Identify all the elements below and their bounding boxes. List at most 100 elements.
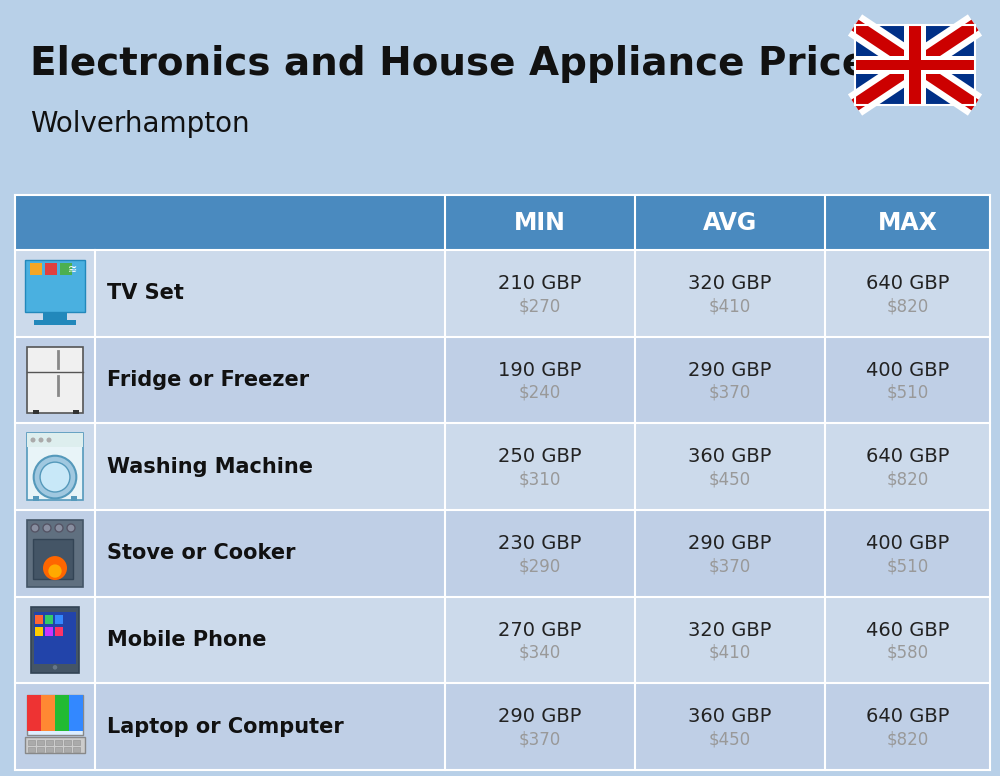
Bar (55, 747, 62, 752)
Text: $450: $450 (709, 471, 751, 489)
Bar (15, 195, 990, 250)
Bar (55, 627, 63, 636)
Bar (55, 740, 62, 745)
Text: MIN: MIN (514, 210, 566, 234)
Text: 230 GBP: 230 GBP (498, 534, 582, 553)
Text: 360 GBP: 360 GBP (688, 707, 772, 726)
Circle shape (43, 524, 51, 532)
Text: 210 GBP: 210 GBP (498, 274, 582, 293)
Bar (25, 736, 85, 753)
Circle shape (30, 438, 36, 442)
Text: AVG: AVG (703, 210, 757, 234)
Bar (34, 320, 76, 325)
Text: 270 GBP: 270 GBP (498, 621, 582, 639)
Bar (15, 684, 990, 770)
Bar (27, 433, 83, 500)
Circle shape (55, 524, 63, 532)
Text: $410: $410 (709, 297, 751, 315)
Bar (35, 627, 43, 636)
Text: Mobile Phone: Mobile Phone (107, 630, 266, 650)
Bar (45, 263, 57, 275)
Bar (64, 740, 71, 745)
Text: $340: $340 (519, 644, 561, 662)
Bar (27, 695, 41, 731)
Bar (35, 615, 43, 624)
Text: $510: $510 (886, 557, 929, 575)
Bar (15, 424, 990, 510)
Text: $450: $450 (709, 731, 751, 749)
Bar (73, 740, 80, 745)
Text: 190 GBP: 190 GBP (498, 361, 582, 379)
Text: 290 GBP: 290 GBP (498, 707, 582, 726)
Bar (55, 695, 69, 731)
Text: Washing Machine: Washing Machine (107, 456, 313, 476)
Text: $240: $240 (519, 384, 561, 402)
Text: 360 GBP: 360 GBP (688, 447, 772, 466)
Bar (15, 510, 990, 597)
Circle shape (67, 524, 75, 532)
Text: 290 GBP: 290 GBP (688, 361, 772, 379)
Bar (30, 263, 42, 275)
Bar (73, 747, 80, 752)
Bar (64, 747, 71, 752)
Bar (33, 411, 39, 414)
Bar (855, 25, 975, 105)
Bar (855, 25, 975, 105)
Bar (15, 597, 990, 684)
Text: $290: $290 (519, 557, 561, 575)
Text: ≋: ≋ (68, 265, 77, 275)
Bar (28, 740, 35, 745)
Text: 640 GBP: 640 GBP (866, 447, 949, 466)
Bar (855, 61, 975, 70)
Polygon shape (848, 14, 982, 116)
Text: $310: $310 (519, 471, 561, 489)
Circle shape (31, 524, 39, 532)
Text: 320 GBP: 320 GBP (688, 621, 772, 639)
Bar (27, 347, 83, 414)
Text: $370: $370 (709, 557, 751, 575)
Bar (73, 411, 79, 414)
Text: $370: $370 (519, 731, 561, 749)
Bar (71, 496, 77, 501)
Bar (27, 520, 83, 587)
Text: Electronics and House Appliance Prices: Electronics and House Appliance Prices (30, 45, 891, 83)
Text: TV Set: TV Set (107, 283, 184, 303)
Text: Wolverhampton: Wolverhampton (30, 110, 250, 138)
Bar (69, 695, 83, 731)
Bar (41, 695, 55, 731)
Polygon shape (848, 14, 982, 116)
Bar (15, 337, 990, 424)
Bar (15, 250, 990, 337)
Text: Laptop or Computer: Laptop or Computer (107, 717, 344, 736)
Bar (37, 747, 44, 752)
Bar (43, 312, 67, 320)
Bar (46, 747, 53, 752)
Text: 460 GBP: 460 GBP (866, 621, 949, 639)
Bar (34, 611, 76, 663)
Bar (25, 260, 85, 312)
Text: Stove or Cooker: Stove or Cooker (107, 543, 296, 563)
Circle shape (34, 456, 76, 498)
Text: 640 GBP: 640 GBP (866, 707, 949, 726)
Circle shape (40, 462, 70, 492)
Text: $820: $820 (886, 297, 929, 315)
Text: $820: $820 (886, 471, 929, 489)
Bar (55, 615, 63, 624)
Text: $580: $580 (886, 644, 929, 662)
Bar (37, 740, 44, 745)
Bar (33, 539, 73, 579)
Bar (855, 56, 975, 74)
Text: 400 GBP: 400 GBP (866, 534, 949, 553)
Bar (45, 627, 53, 636)
Circle shape (46, 438, 52, 442)
Bar (27, 433, 83, 447)
Text: 640 GBP: 640 GBP (866, 274, 949, 293)
Text: 290 GBP: 290 GBP (688, 534, 772, 553)
Text: $820: $820 (886, 731, 929, 749)
Bar (27, 695, 83, 736)
Text: 400 GBP: 400 GBP (866, 361, 949, 379)
Text: Fridge or Freezer: Fridge or Freezer (107, 370, 309, 390)
Text: $370: $370 (709, 384, 751, 402)
Polygon shape (851, 19, 979, 110)
Bar (45, 615, 53, 624)
